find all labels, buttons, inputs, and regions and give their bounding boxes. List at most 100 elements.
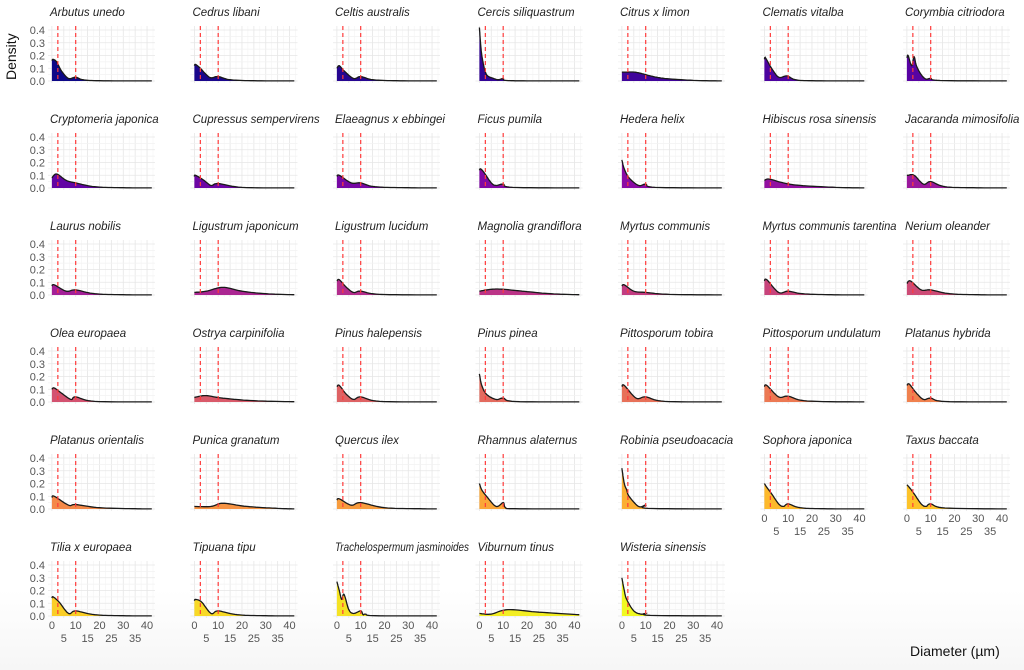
density-line (621, 283, 722, 296)
density-area (764, 483, 865, 509)
facet-panel: Pinus pinea (475, 328, 583, 404)
density-line (193, 598, 295, 617)
y-tick-label: 0.0 (30, 76, 45, 88)
facet-title: Myrtus communis tarentina (763, 221, 897, 233)
x-tick-label: 5 (916, 526, 922, 538)
x-tick-label: 15 (651, 633, 663, 645)
density-area (336, 581, 437, 616)
facet-title: Quercus ilex (335, 435, 400, 447)
facet-panel: Clematis vitalba (760, 7, 868, 83)
facet-panel: Cryptomeria japonica 0.00.10.20.30.4 (30, 114, 159, 195)
y-tick-label: 0.3 (30, 38, 45, 50)
density-area (906, 383, 1007, 402)
density-area (621, 468, 722, 509)
density-line (336, 581, 437, 617)
density-line (763, 55, 865, 82)
density-line (478, 373, 580, 403)
density-line (478, 168, 580, 189)
facet-title: Myrtus communis (620, 221, 710, 233)
x-tick-label: 20 (93, 620, 105, 632)
density-line (621, 577, 722, 617)
density-area (51, 495, 152, 509)
density-line (193, 63, 295, 82)
facet-panel: Elaeagnus x ebbingei (333, 114, 445, 190)
facet-panel: Myrtus communis tarentina (760, 221, 897, 297)
x-tick-label: 15 (936, 526, 948, 538)
facet-title: Ligustrum lucidum (335, 221, 429, 233)
density-area (194, 287, 295, 295)
facet-panel: Cercis siliquastrum (475, 7, 583, 83)
x-tick-label: 40 (141, 620, 153, 632)
facet-panel: Pittosporum tobira (618, 328, 725, 404)
density-area (51, 284, 152, 295)
x-tick-label: 35 (557, 633, 569, 645)
facet-title: Magnolia grandiflora (478, 221, 582, 233)
x-tick-label: 35 (699, 633, 711, 645)
facet-title: Pinus halepensis (335, 328, 422, 340)
x-tick-label: 20 (236, 620, 248, 632)
y-tick-label: 0.1 (30, 63, 45, 75)
x-tick-label: 5 (631, 633, 637, 645)
y-tick-label: 0.4 (30, 560, 45, 572)
y-axis-title: Density (3, 33, 19, 80)
facet-title: Sophora japonica (763, 435, 853, 447)
y-tick-label: 0.3 (30, 359, 45, 371)
facet-title: Ostrya carpinifolia (193, 328, 285, 340)
x-tick-label: 35 (129, 633, 141, 645)
y-tick-label: 0.1 (30, 491, 45, 503)
density-line (194, 394, 295, 403)
facet-title: Cedrus libani (193, 7, 261, 19)
x-tick-label: 0 (619, 620, 625, 632)
facet-title: Cupressus sempervirens (193, 114, 320, 126)
density-area (479, 27, 580, 81)
x-tick-label: 40 (996, 513, 1008, 525)
y-tick-label: 0.4 (30, 25, 45, 37)
x-tick-label: 25 (248, 633, 260, 645)
density-line (763, 483, 865, 510)
x-tick-label: 15 (794, 526, 806, 538)
x-tick-label: 10 (782, 513, 794, 525)
density-area (906, 280, 1007, 295)
x-tick-label: 15 (81, 633, 93, 645)
facet-title: Cryptomeria japonica (50, 114, 159, 126)
x-tick-label: 30 (545, 620, 557, 632)
density-area (51, 387, 152, 402)
density-area (479, 609, 580, 616)
facet-panel: Tilia x europaea 0.00.10.20.30.4 051015202… (30, 542, 155, 645)
x-tick-label: 10 (70, 620, 82, 632)
facet-panel: Celtis australis (333, 7, 440, 83)
x-tick-label: 40 (853, 513, 865, 525)
x-tick-label: 0 (49, 620, 55, 632)
facet-title: Hedera helix (620, 114, 686, 126)
y-tick-label: 0.1 (30, 384, 45, 396)
y-tick-label: 0.0 (30, 611, 45, 623)
density-line (906, 173, 1007, 189)
y-tick-label: 0.2 (30, 479, 45, 491)
facet-panel: Platanus orientalis 0.00.10.20.30.4 (30, 435, 155, 516)
x-tick-label: 25 (960, 526, 972, 538)
density-area (51, 59, 152, 81)
y-tick-label: 0.4 (30, 453, 45, 465)
facet-panel: Corymbia citriodora (903, 7, 1010, 83)
facet-panel: Citrus x limon (618, 7, 725, 83)
density-line (51, 58, 152, 82)
density-line (763, 278, 865, 296)
x-tick-label: 0 (761, 513, 767, 525)
density-area (194, 395, 295, 402)
x-tick-label: 25 (390, 633, 402, 645)
density-line (478, 27, 580, 82)
facet-panel: Punica granatum (190, 435, 298, 511)
facet-panel: Magnolia grandiflora (475, 221, 583, 297)
density-area (51, 596, 152, 616)
density-area (621, 284, 722, 295)
density-line (764, 178, 865, 189)
y-tick-label: 0.3 (30, 466, 45, 478)
x-tick-label: 30 (402, 620, 414, 632)
facet-title: Pinus pinea (478, 328, 538, 340)
x-tick-label: 30 (830, 513, 842, 525)
x-tick-label: 10 (925, 513, 937, 525)
x-tick-label: 25 (675, 633, 687, 645)
x-tick-label: 5 (203, 633, 209, 645)
